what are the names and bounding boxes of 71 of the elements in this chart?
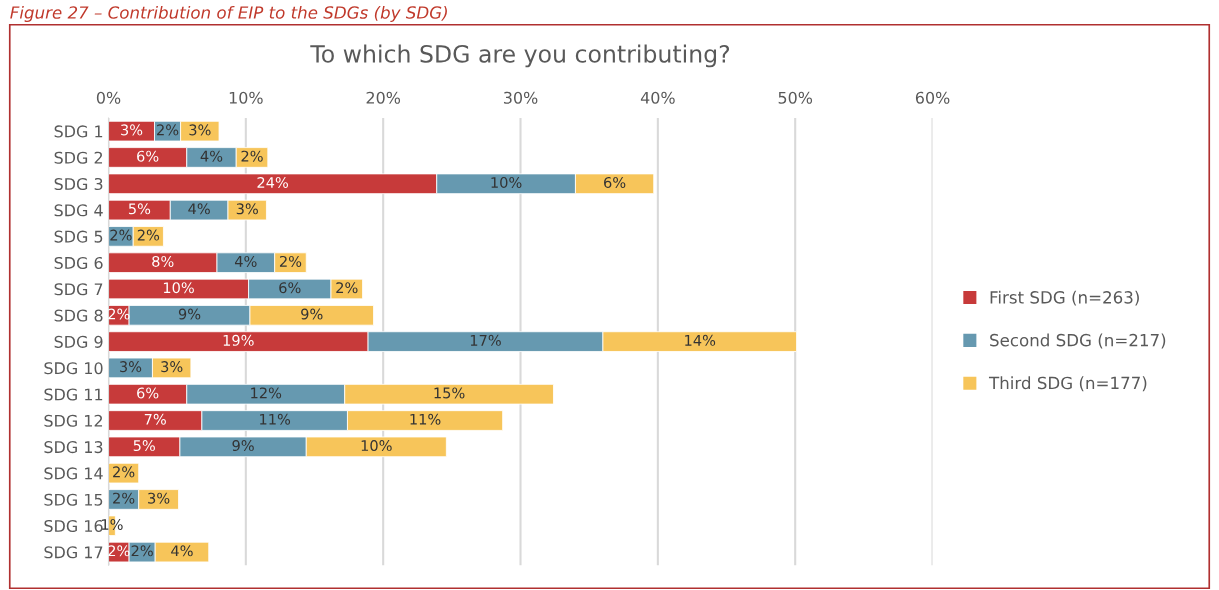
x-tick-label: 60% (915, 91, 950, 104)
data-label: 8% (152, 255, 174, 267)
data-label: 4% (171, 545, 193, 557)
data-label: 3% (236, 203, 258, 215)
x-tick-label: 10% (229, 91, 263, 104)
x-tick-label: 30% (503, 91, 538, 104)
data-label: 3% (120, 361, 142, 373)
data-label: 2% (279, 255, 302, 267)
data-label: 4% (188, 203, 210, 215)
data-label: 3% (148, 492, 170, 504)
data-label: 9% (232, 440, 254, 452)
legend-label: First SDG (n=263) (990, 290, 1139, 306)
y-tick-label: SDG 12 (44, 414, 103, 427)
caption: Figure 27 – Contribution of EIP to the SDGs (by SDG) (10, 5, 447, 23)
y-tick-label: SDG 15 (44, 493, 103, 506)
data-label: 2% (131, 545, 153, 557)
y-tick-label: SDG 3 (54, 177, 103, 191)
data-label: 10% (163, 282, 194, 294)
data-label: 3% (189, 124, 211, 136)
y-tick-label: SDG 11 (44, 388, 103, 401)
data-label: 2% (157, 124, 179, 136)
data-label: 19% (223, 334, 254, 346)
y-tick-label: SDG 2 (54, 151, 103, 164)
data-label: 24% (257, 176, 289, 188)
x-tick-label: 0% (96, 91, 121, 104)
data-label: 4% (200, 150, 223, 162)
data-label: 6% (279, 282, 301, 294)
data-label: 4% (234, 255, 257, 267)
data-label: 14% (685, 334, 716, 346)
data-label: 2% (113, 492, 135, 504)
y-tick-label: SDG 9 (54, 335, 103, 348)
x-tick-label: 40% (640, 91, 675, 104)
data-label: 9% (178, 308, 201, 320)
data-label: 11% (260, 413, 291, 425)
y-tick-label: SDG 17 (44, 546, 103, 559)
y-tick-label: SDG 16 (44, 519, 103, 533)
y-tick-label: SDG 1 (54, 125, 103, 138)
y-tick-label: SDG 8 (54, 309, 103, 322)
y-tick-label: SDG 10 (44, 362, 103, 375)
y-tick-label: SDG 14 (44, 467, 103, 480)
data-label: 10% (491, 176, 522, 188)
data-label: 11% (410, 413, 441, 425)
data-label: 9% (301, 308, 323, 320)
legend-label: Second SDG (n=217) (990, 333, 1166, 349)
data-label: 2% (113, 466, 135, 478)
legend-label: Third SDG (n=177) (988, 376, 1147, 392)
chart-title: To which SDG are you contributing? (310, 44, 730, 68)
data-label: 2% (241, 150, 263, 162)
x-tick-label: 50% (778, 91, 813, 104)
data-label: 6% (604, 176, 626, 188)
data-label: 2% (110, 229, 132, 241)
y-tick-label: SDG 4 (54, 204, 103, 217)
data-label: 2% (336, 282, 358, 294)
data-label: 6% (137, 150, 159, 162)
data-label: 2% (137, 229, 160, 241)
data-label: 5% (128, 203, 151, 215)
y-tick-label: SDG 5 (54, 230, 103, 243)
bar (108, 462, 140, 484)
y-tick-label: SDG 6 (54, 256, 103, 269)
y-tick-label: SDG 13 (44, 441, 103, 454)
data-label: 10% (361, 440, 392, 452)
data-label: 7% (144, 413, 166, 425)
data-label: 6% (137, 387, 159, 399)
data-label: 17% (470, 334, 501, 346)
data-label: 12% (251, 387, 282, 399)
data-label: 3% (121, 124, 143, 136)
data-label: 3% (161, 361, 183, 373)
data-label: 15% (434, 387, 465, 399)
data-label: 5% (133, 440, 155, 452)
x-tick-label: 20% (366, 91, 401, 104)
y-tick-label: SDG 7 (54, 283, 103, 296)
